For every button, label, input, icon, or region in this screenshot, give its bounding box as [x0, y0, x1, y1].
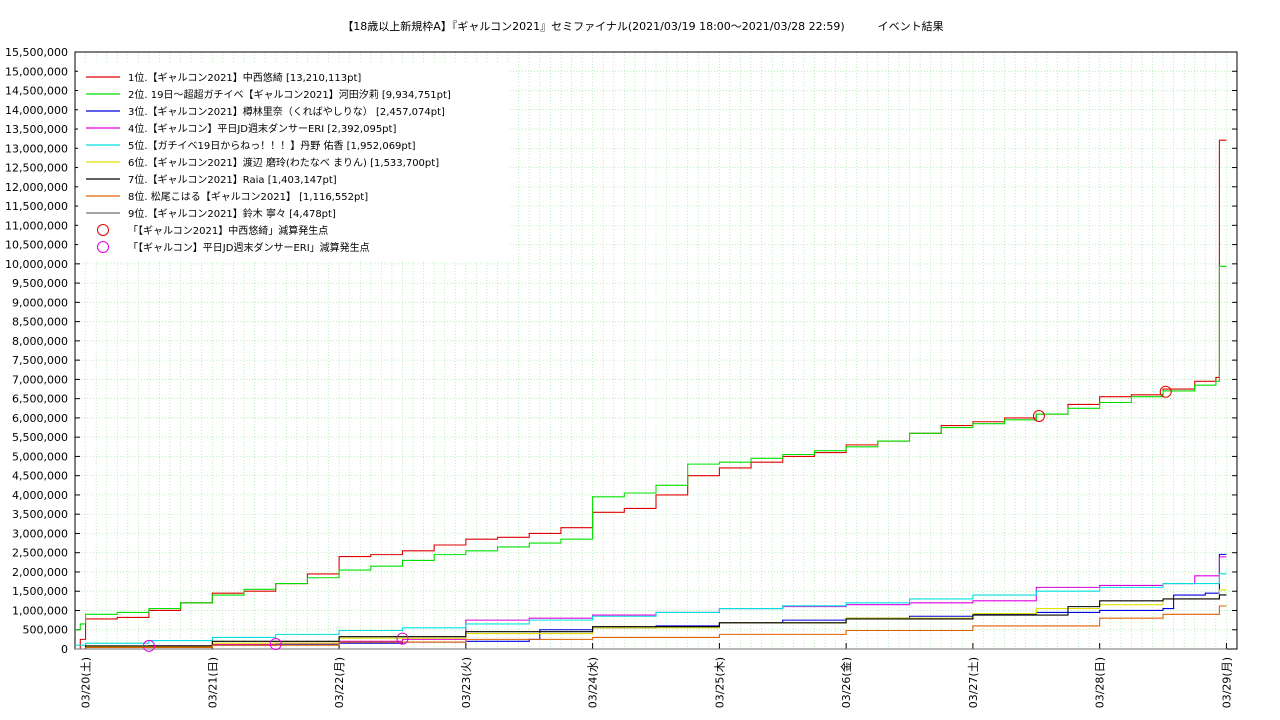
chart-title: 【18歳以上新規枠A】『ギャルコン2021』セミファイナル(2021/03/19… — [342, 19, 943, 33]
y-tick-label: 2,000,000 — [12, 566, 68, 579]
y-tick-label: 14,500,000 — [5, 85, 68, 98]
x-tick-label: 03/26(金) — [839, 657, 853, 708]
y-tick-label: 9,500,000 — [12, 277, 68, 290]
y-tick-label: 13,000,000 — [5, 142, 68, 155]
y-tick-label: 9,000,000 — [12, 296, 68, 309]
y-tick-label: 3,000,000 — [12, 527, 68, 540]
legend-label: 6位.【ギャルコン2021】渡辺 磨玲(わたなべ まりん) [1,533,700… — [128, 156, 439, 169]
marker-point-1 — [1159, 385, 1172, 398]
legend-label: 9位.【ギャルコン2021】鈴木 寧々 [4,478pt] — [128, 207, 336, 220]
y-tick-label: 4,500,000 — [12, 470, 68, 483]
x-tick-label: 03/23(火) — [460, 657, 473, 708]
series-line-7 — [75, 594, 1227, 650]
x-tick-label: 03/22(月) — [333, 657, 346, 708]
legend-label: 2位. 19日～超超ガチイベ【ギャルコン2021】河田汐莉 [9,934,751… — [128, 88, 451, 101]
y-tick-label: 8,000,000 — [12, 335, 68, 348]
y-tick-label: 15,000,000 — [5, 65, 68, 78]
legend-label: 4位.【ギャルコン】平日JD週末ダンサーERI [2,392,095pt] — [128, 122, 396, 135]
axes: 0 500,000 1,000,000 1,500,000 2,000,000 2,500… — [5, 46, 1238, 708]
y-tick-label: 10,500,000 — [5, 239, 68, 252]
y-tick-label: 3,500,000 — [12, 508, 68, 521]
series-line-2 — [75, 265, 1227, 631]
y-tick-label: 8,500,000 — [12, 316, 68, 329]
marker-point-1 — [1032, 409, 1045, 422]
legend: 1位.【ギャルコン2021】中西悠綺 [13,210,113pt] 2位. 19日… — [78, 62, 510, 262]
y-tick-label: 1,000,000 — [12, 604, 68, 617]
legend-label: 3位.【ギャルコン2021】樽林里奈（くればやしりな） [2,457,074pt… — [128, 105, 445, 118]
legend-label: 5位.【ガチイベ19日からねっ！！！】丹野 佑香 [1,952,069pt] — [128, 139, 416, 152]
y-tick-label: 7,000,000 — [12, 373, 68, 386]
y-tick-label: 12,000,000 — [5, 181, 68, 194]
legend-label: 8位. 松尾こはる【ギャルコン2021】 [1,116,552pt] — [128, 190, 368, 203]
x-tick-label: 03/27(土) — [967, 657, 980, 708]
y-tick-label: 500,000 — [23, 624, 69, 637]
legend-marker — [97, 241, 109, 253]
y-tick-label: 1,500,000 — [12, 585, 68, 598]
x-tick-label: 03/24(水) — [587, 657, 600, 708]
y-tick-label: 12,500,000 — [5, 162, 68, 175]
legend-label: 1位.【ギャルコン2021】中西悠綺 [13,210,113pt] — [128, 71, 361, 84]
y-tick-label: 14,000,000 — [5, 104, 68, 117]
y-tick-label: 13,500,000 — [5, 123, 68, 136]
x-tick-label: 03/28(日) — [1094, 657, 1107, 708]
y-tick-label: 5,000,000 — [12, 450, 68, 463]
legend-box — [78, 62, 510, 262]
y-tick-label: 5,500,000 — [12, 431, 68, 444]
legend-marker — [97, 224, 109, 236]
x-tick-label: 03/20(土) — [80, 657, 93, 708]
y-tick-label: 11,500,000 — [5, 200, 68, 213]
series-line-8 — [75, 605, 1227, 650]
markers-group — [142, 385, 1172, 652]
legend-label: 7位.【ギャルコン2021】Raia [1,403,147pt] — [128, 173, 337, 186]
marker-point-2 — [269, 637, 282, 650]
y-tick-label: 7,500,000 — [12, 354, 68, 367]
y-tick-label: 2,500,000 — [12, 547, 68, 560]
y-tick-label: 6,000,000 — [12, 412, 68, 425]
marker-point-2 — [396, 632, 409, 645]
x-tick-label: 03/21(日) — [206, 657, 219, 708]
legend-label: 「【ギャルコン】平日JD週末ダンサーERI」減算発生点 — [128, 241, 370, 254]
y-tick-label: 0 — [61, 643, 68, 656]
x-tick-label: 03/29(月) — [1220, 657, 1233, 708]
marker-point-2 — [142, 639, 155, 652]
x-tick-label: 03/25(木) — [713, 657, 726, 708]
y-tick-label: 15,500,000 — [5, 46, 68, 59]
series-line-5 — [75, 573, 1227, 646]
legend-label: 「【ギャルコン2021】中西悠綺」減算発生点 — [128, 224, 328, 237]
y-tick-label: 4,000,000 — [12, 489, 68, 502]
y-tick-label: 10,000,000 — [5, 258, 68, 271]
y-tick-label: 11,000,000 — [5, 219, 68, 232]
y-tick-label: 6,500,000 — [12, 393, 68, 406]
series-group — [75, 139, 1227, 650]
